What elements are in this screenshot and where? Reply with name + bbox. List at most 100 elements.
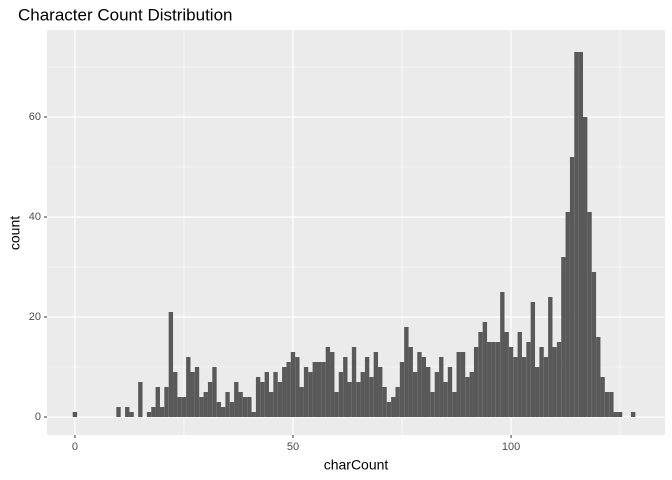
- bar: [273, 372, 278, 417]
- bar: [277, 382, 283, 417]
- bar: [434, 372, 440, 417]
- bar: [264, 372, 269, 417]
- bar: [425, 367, 431, 417]
- bar: [391, 397, 396, 417]
- bar: [439, 357, 444, 417]
- bar: [596, 337, 601, 417]
- bar: [199, 397, 204, 417]
- bar: [251, 412, 256, 417]
- bar: [495, 342, 501, 417]
- bar: [613, 412, 618, 417]
- bar: [369, 377, 374, 417]
- bar: [186, 357, 191, 417]
- bar: [399, 362, 405, 417]
- bar: [617, 412, 623, 417]
- bar: [447, 367, 453, 417]
- bar: [308, 372, 313, 417]
- bar: [561, 257, 566, 417]
- bar: [565, 212, 570, 417]
- bar: [234, 382, 239, 417]
- bar: [430, 392, 435, 417]
- y-tick-label: 0: [35, 411, 41, 423]
- bar: [216, 402, 222, 417]
- y-axis-title: count: [7, 216, 23, 250]
- bar: [164, 387, 169, 417]
- bar: [255, 377, 261, 417]
- bar: [155, 387, 160, 417]
- bar: [321, 362, 326, 417]
- bar: [382, 387, 387, 417]
- bar: [181, 397, 187, 417]
- bar: [125, 407, 130, 417]
- bar: [190, 372, 195, 417]
- bar: [138, 382, 143, 417]
- bar: [412, 372, 418, 417]
- bar: [526, 342, 531, 417]
- bar: [212, 367, 217, 417]
- bar: [587, 212, 592, 417]
- bar: [517, 332, 522, 417]
- bar: [303, 367, 309, 417]
- bar: [295, 357, 300, 417]
- bar: [535, 367, 540, 417]
- bar: [116, 407, 121, 417]
- bar: [360, 372, 365, 417]
- bar: [630, 412, 636, 417]
- bar: [347, 382, 352, 417]
- bar: [556, 342, 562, 417]
- bar: [194, 367, 200, 417]
- bar: [146, 412, 152, 417]
- bar: [478, 332, 483, 417]
- y-tick-label: 60: [29, 111, 41, 123]
- bar: [456, 352, 461, 417]
- bar: [290, 352, 296, 417]
- bar: [591, 272, 597, 417]
- bar: [351, 347, 357, 417]
- bar: [543, 357, 549, 417]
- bar: [159, 407, 165, 417]
- bar: [312, 362, 317, 417]
- bar: [330, 352, 335, 417]
- bar: [491, 342, 496, 417]
- bar: [325, 347, 331, 417]
- x-tick-label: 50: [287, 441, 299, 453]
- bar: [417, 352, 422, 417]
- y-tick-label: 40: [29, 211, 41, 223]
- bar: [395, 387, 400, 417]
- bar: [552, 347, 557, 417]
- bar: [260, 382, 265, 417]
- bar: [452, 392, 457, 417]
- bar: [460, 352, 466, 417]
- bar: [548, 297, 553, 417]
- x-axis-title: charCount: [324, 457, 389, 473]
- bar: [421, 357, 426, 417]
- bar: [373, 352, 379, 417]
- bar: [569, 157, 575, 417]
- bar: [583, 117, 588, 417]
- bar: [203, 392, 208, 417]
- bar: [72, 412, 78, 417]
- bar: [404, 327, 409, 417]
- bar: [151, 407, 156, 417]
- bar: [129, 412, 134, 417]
- bar: [282, 367, 287, 417]
- bar: [487, 342, 492, 417]
- bar: [530, 302, 536, 417]
- bar: [356, 382, 361, 417]
- bar: [578, 52, 584, 417]
- bar: [600, 377, 605, 417]
- bar: [604, 392, 610, 417]
- bar: [173, 372, 178, 417]
- bar: [508, 347, 514, 417]
- chart-title: Character Count Distribution: [18, 5, 232, 24]
- bar: [539, 347, 544, 417]
- bar: [168, 312, 174, 417]
- bar: [521, 357, 527, 417]
- bar: [334, 392, 339, 417]
- bar: [513, 357, 518, 417]
- bar: [378, 367, 383, 417]
- bar: [225, 392, 230, 417]
- bar: [504, 332, 509, 417]
